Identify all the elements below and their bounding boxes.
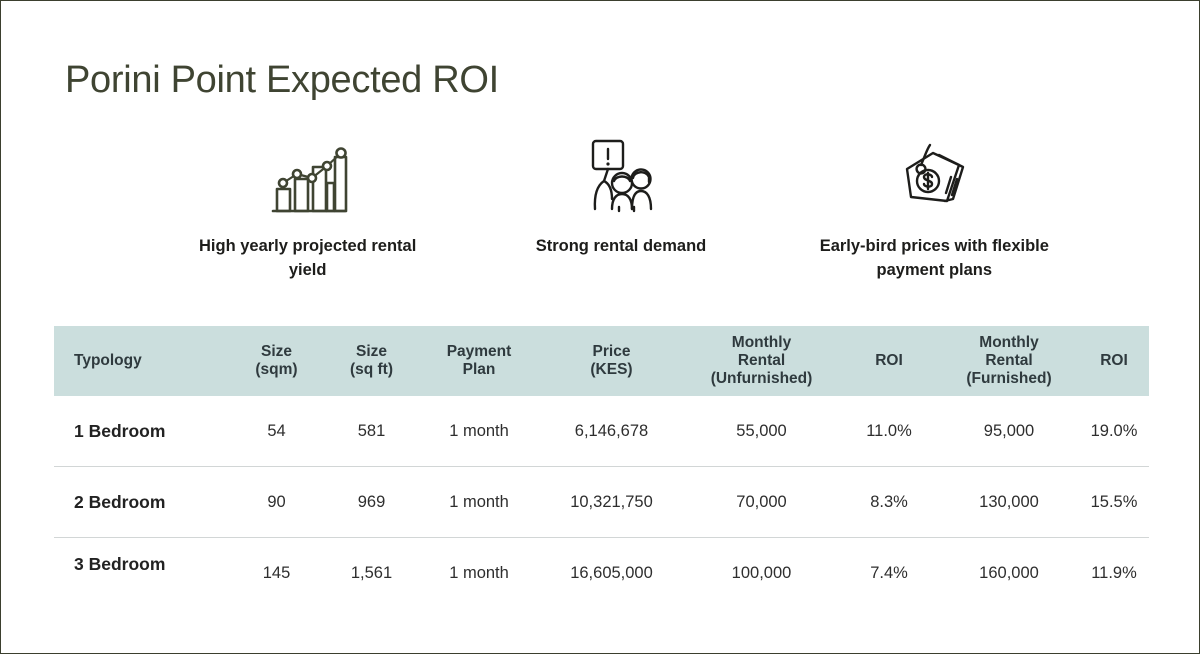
cell-rental-furnished: 130,000 xyxy=(979,492,1039,511)
column-header-size-sqft: Size (sq ft) xyxy=(349,343,394,378)
table-header-row: Typology Size (sqm) Size (sq ft) Payment… xyxy=(54,326,1149,396)
feature-item-early-bird-prices: Early-bird prices with flexible payment … xyxy=(778,135,1091,283)
cell-price-kes: 10,321,750 xyxy=(570,492,653,511)
cell-roi-furnished: 11.9% xyxy=(1091,563,1137,582)
column-header-monthly-rental-furnished: Monthly Rental (Furnished) xyxy=(966,334,1052,387)
cell-price-kes: 16,605,000 xyxy=(570,563,653,582)
cell-roi-unfurnished: 8.3% xyxy=(870,492,908,511)
cell-typology: 3 Bedroom xyxy=(74,553,166,574)
cell-size-sqm: 54 xyxy=(267,421,286,440)
column-header-size-sqm: Size (sqm) xyxy=(255,343,298,378)
cell-payment-plan: 1 month xyxy=(449,492,509,511)
table-row: 1 Bedroom 54 581 1 month 6,146,678 55,00… xyxy=(54,396,1149,467)
price-tags-dollar-icon xyxy=(889,135,979,219)
cell-rental-furnished: 95,000 xyxy=(983,421,1035,440)
cell-size-sqft: 581 xyxy=(357,421,386,440)
column-header-roi-furnished: ROI xyxy=(1100,352,1128,370)
bar-chart-growth-icon xyxy=(265,135,351,219)
column-header-roi-unfurnished: ROI xyxy=(875,352,903,370)
roi-table: Typology Size (sqm) Size (sq ft) Payment… xyxy=(54,326,1149,608)
people-demand-sign-icon xyxy=(578,135,664,219)
feature-label: High yearly projected rental yield xyxy=(198,237,417,279)
column-header-price-kes: Price (KES) xyxy=(590,343,633,378)
cell-payment-plan: 1 month xyxy=(449,421,509,440)
feature-highlights: High yearly projected rental yield xyxy=(151,135,1091,283)
cell-payment-plan: 1 month xyxy=(449,563,509,582)
cell-typology: 1 Bedroom xyxy=(74,420,166,441)
cell-size-sqft: 1,561 xyxy=(350,563,393,582)
cell-rental-unfurnished: 70,000 xyxy=(736,492,787,511)
column-header-typology: Typology xyxy=(74,352,142,370)
table-row: 3 Bedroom 145 1,561 1 month 16,605,000 1… xyxy=(54,538,1149,608)
cell-rental-furnished: 160,000 xyxy=(979,563,1039,582)
cell-roi-unfurnished: 7.4% xyxy=(870,563,908,582)
column-header-payment-plan: Payment Plan xyxy=(446,343,512,378)
feature-label: Strong rental demand xyxy=(535,237,707,255)
column-header-monthly-rental-unfurnished: Monthly Rental (Unfurnished) xyxy=(710,334,813,387)
cell-roi-furnished: 19.0% xyxy=(1090,421,1138,440)
feature-item-rental-demand: Strong rental demand xyxy=(464,135,777,259)
cell-rental-unfurnished: 55,000 xyxy=(736,421,787,440)
table-row: 2 Bedroom 90 969 1 month 10,321,750 70,0… xyxy=(54,467,1149,538)
cell-size-sqft: 969 xyxy=(357,492,386,511)
feature-item-rental-yield: High yearly projected rental yield xyxy=(151,135,464,283)
cell-roi-furnished: 15.5% xyxy=(1090,492,1138,511)
cell-price-kes: 6,146,678 xyxy=(574,421,649,440)
cell-size-sqm: 145 xyxy=(262,563,291,582)
feature-label: Early-bird prices with flexible payment … xyxy=(819,237,1049,279)
cell-typology: 2 Bedroom xyxy=(74,491,166,512)
cell-roi-unfurnished: 11.0% xyxy=(866,421,912,440)
page-title: Porini Point Expected ROI xyxy=(65,59,499,101)
cell-size-sqm: 90 xyxy=(267,492,286,511)
cell-rental-unfurnished: 100,000 xyxy=(731,563,792,582)
